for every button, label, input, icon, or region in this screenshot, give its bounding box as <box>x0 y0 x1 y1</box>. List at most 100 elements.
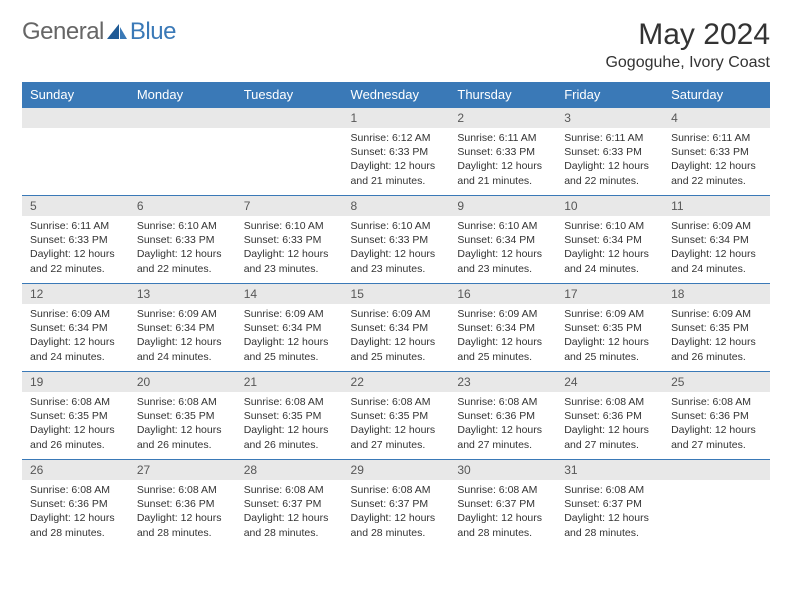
daylight-line: Daylight: 12 hours and 26 minutes. <box>137 423 228 451</box>
day-number: 27 <box>129 459 236 480</box>
sunrise-line: Sunrise: 6:08 AM <box>244 395 335 409</box>
calendar-cell: 12Sunrise: 6:09 AMSunset: 6:34 PMDayligh… <box>22 283 129 371</box>
sunrise-line: Sunrise: 6:10 AM <box>351 219 442 233</box>
calendar-row: 5Sunrise: 6:11 AMSunset: 6:33 PMDaylight… <box>22 195 770 283</box>
sunrise-line: Sunrise: 6:09 AM <box>457 307 548 321</box>
day-number: 8 <box>343 195 450 216</box>
daylight-line: Daylight: 12 hours and 27 minutes. <box>564 423 655 451</box>
calendar-row: 19Sunrise: 6:08 AMSunset: 6:35 PMDayligh… <box>22 371 770 459</box>
day-number-empty: . <box>129 107 236 128</box>
sunset-line: Sunset: 6:35 PM <box>244 409 335 423</box>
sunset-line: Sunset: 6:33 PM <box>351 233 442 247</box>
day-details: Sunrise: 6:08 AMSunset: 6:36 PMDaylight:… <box>129 480 236 540</box>
sunset-line: Sunset: 6:34 PM <box>564 233 655 247</box>
sunset-line: Sunset: 6:34 PM <box>30 321 121 335</box>
daylight-line: Daylight: 12 hours and 28 minutes. <box>351 511 442 539</box>
daylight-line: Daylight: 12 hours and 22 minutes. <box>30 247 121 275</box>
daylight-line: Daylight: 12 hours and 25 minutes. <box>244 335 335 363</box>
day-number: 5 <box>22 195 129 216</box>
sunrise-line: Sunrise: 6:08 AM <box>30 395 121 409</box>
day-number: 10 <box>556 195 663 216</box>
sunrise-line: Sunrise: 6:11 AM <box>457 131 548 145</box>
daylight-line: Daylight: 12 hours and 23 minutes. <box>351 247 442 275</box>
sunrise-line: Sunrise: 6:08 AM <box>671 395 762 409</box>
sunset-line: Sunset: 6:33 PM <box>137 233 228 247</box>
sunrise-line: Sunrise: 6:08 AM <box>351 483 442 497</box>
day-number: 12 <box>22 283 129 304</box>
calendar-cell: 7Sunrise: 6:10 AMSunset: 6:33 PMDaylight… <box>236 195 343 283</box>
sunset-line: Sunset: 6:37 PM <box>244 497 335 511</box>
daylight-line: Daylight: 12 hours and 24 minutes. <box>564 247 655 275</box>
logo: General Blue <box>22 18 176 46</box>
daylight-line: Daylight: 12 hours and 23 minutes. <box>457 247 548 275</box>
title-block: May 2024 Gogoguhe, Ivory Coast <box>605 18 770 72</box>
sunrise-line: Sunrise: 6:09 AM <box>351 307 442 321</box>
day-details: Sunrise: 6:08 AMSunset: 6:35 PMDaylight:… <box>236 392 343 452</box>
day-details: Sunrise: 6:10 AMSunset: 6:34 PMDaylight:… <box>449 216 556 276</box>
daylight-line: Daylight: 12 hours and 24 minutes. <box>671 247 762 275</box>
weekday-header: Friday <box>556 82 663 107</box>
sunset-line: Sunset: 6:37 PM <box>457 497 548 511</box>
daylight-line: Daylight: 12 hours and 24 minutes. <box>137 335 228 363</box>
day-details: Sunrise: 6:09 AMSunset: 6:34 PMDaylight:… <box>236 304 343 364</box>
day-number: 15 <box>343 283 450 304</box>
day-number: 26 <box>22 459 129 480</box>
day-details: Sunrise: 6:10 AMSunset: 6:33 PMDaylight:… <box>129 216 236 276</box>
day-details: Sunrise: 6:09 AMSunset: 6:34 PMDaylight:… <box>22 304 129 364</box>
sunset-line: Sunset: 6:36 PM <box>457 409 548 423</box>
day-number: 1 <box>343 107 450 128</box>
calendar-cell: 11Sunrise: 6:09 AMSunset: 6:34 PMDayligh… <box>663 195 770 283</box>
sunset-line: Sunset: 6:33 PM <box>30 233 121 247</box>
sunrise-line: Sunrise: 6:08 AM <box>457 395 548 409</box>
daylight-line: Daylight: 12 hours and 25 minutes. <box>564 335 655 363</box>
weekday-header: Saturday <box>663 82 770 107</box>
sunrise-line: Sunrise: 6:10 AM <box>137 219 228 233</box>
day-number: 28 <box>236 459 343 480</box>
calendar-cell: 31Sunrise: 6:08 AMSunset: 6:37 PMDayligh… <box>556 459 663 547</box>
sunset-line: Sunset: 6:35 PM <box>30 409 121 423</box>
day-details: Sunrise: 6:08 AMSunset: 6:36 PMDaylight:… <box>22 480 129 540</box>
sunrise-line: Sunrise: 6:08 AM <box>457 483 548 497</box>
day-details: Sunrise: 6:08 AMSunset: 6:36 PMDaylight:… <box>449 392 556 452</box>
daylight-line: Daylight: 12 hours and 27 minutes. <box>671 423 762 451</box>
calendar-row: 12Sunrise: 6:09 AMSunset: 6:34 PMDayligh… <box>22 283 770 371</box>
calendar-cell: 2Sunrise: 6:11 AMSunset: 6:33 PMDaylight… <box>449 107 556 195</box>
day-details: Sunrise: 6:11 AMSunset: 6:33 PMDaylight:… <box>449 128 556 188</box>
day-number: 9 <box>449 195 556 216</box>
sunset-line: Sunset: 6:35 PM <box>137 409 228 423</box>
calendar-cell: 14Sunrise: 6:09 AMSunset: 6:34 PMDayligh… <box>236 283 343 371</box>
daylight-line: Daylight: 12 hours and 22 minutes. <box>137 247 228 275</box>
daylight-line: Daylight: 12 hours and 23 minutes. <box>244 247 335 275</box>
day-number: 18 <box>663 283 770 304</box>
weekday-header: Monday <box>129 82 236 107</box>
calendar-cell: 23Sunrise: 6:08 AMSunset: 6:36 PMDayligh… <box>449 371 556 459</box>
sunrise-line: Sunrise: 6:10 AM <box>457 219 548 233</box>
location: Gogoguhe, Ivory Coast <box>605 54 770 72</box>
daylight-line: Daylight: 12 hours and 28 minutes. <box>564 511 655 539</box>
daylight-line: Daylight: 12 hours and 22 minutes. <box>671 159 762 187</box>
day-details: Sunrise: 6:08 AMSunset: 6:35 PMDaylight:… <box>129 392 236 452</box>
calendar-body: ...1Sunrise: 6:12 AMSunset: 6:33 PMDayli… <box>22 107 770 547</box>
sunrise-line: Sunrise: 6:08 AM <box>137 395 228 409</box>
day-details: Sunrise: 6:09 AMSunset: 6:34 PMDaylight:… <box>343 304 450 364</box>
sunset-line: Sunset: 6:36 PM <box>137 497 228 511</box>
day-details: Sunrise: 6:08 AMSunset: 6:37 PMDaylight:… <box>556 480 663 540</box>
calendar-cell: 28Sunrise: 6:08 AMSunset: 6:37 PMDayligh… <box>236 459 343 547</box>
day-number: 7 <box>236 195 343 216</box>
sunrise-line: Sunrise: 6:11 AM <box>671 131 762 145</box>
day-number-empty: . <box>22 107 129 128</box>
day-details: Sunrise: 6:08 AMSunset: 6:37 PMDaylight:… <box>236 480 343 540</box>
sunrise-line: Sunrise: 6:08 AM <box>564 395 655 409</box>
sunrise-line: Sunrise: 6:11 AM <box>564 131 655 145</box>
day-number: 23 <box>449 371 556 392</box>
sunrise-line: Sunrise: 6:08 AM <box>244 483 335 497</box>
daylight-line: Daylight: 12 hours and 28 minutes. <box>30 511 121 539</box>
day-details: Sunrise: 6:11 AMSunset: 6:33 PMDaylight:… <box>22 216 129 276</box>
sunset-line: Sunset: 6:34 PM <box>351 321 442 335</box>
calendar-cell: 26Sunrise: 6:08 AMSunset: 6:36 PMDayligh… <box>22 459 129 547</box>
brand-part2: Blue <box>130 18 176 46</box>
brand-part1: General <box>22 18 104 46</box>
calendar-cell: 22Sunrise: 6:08 AMSunset: 6:35 PMDayligh… <box>343 371 450 459</box>
sunrise-line: Sunrise: 6:12 AM <box>351 131 442 145</box>
day-details: Sunrise: 6:10 AMSunset: 6:33 PMDaylight:… <box>343 216 450 276</box>
